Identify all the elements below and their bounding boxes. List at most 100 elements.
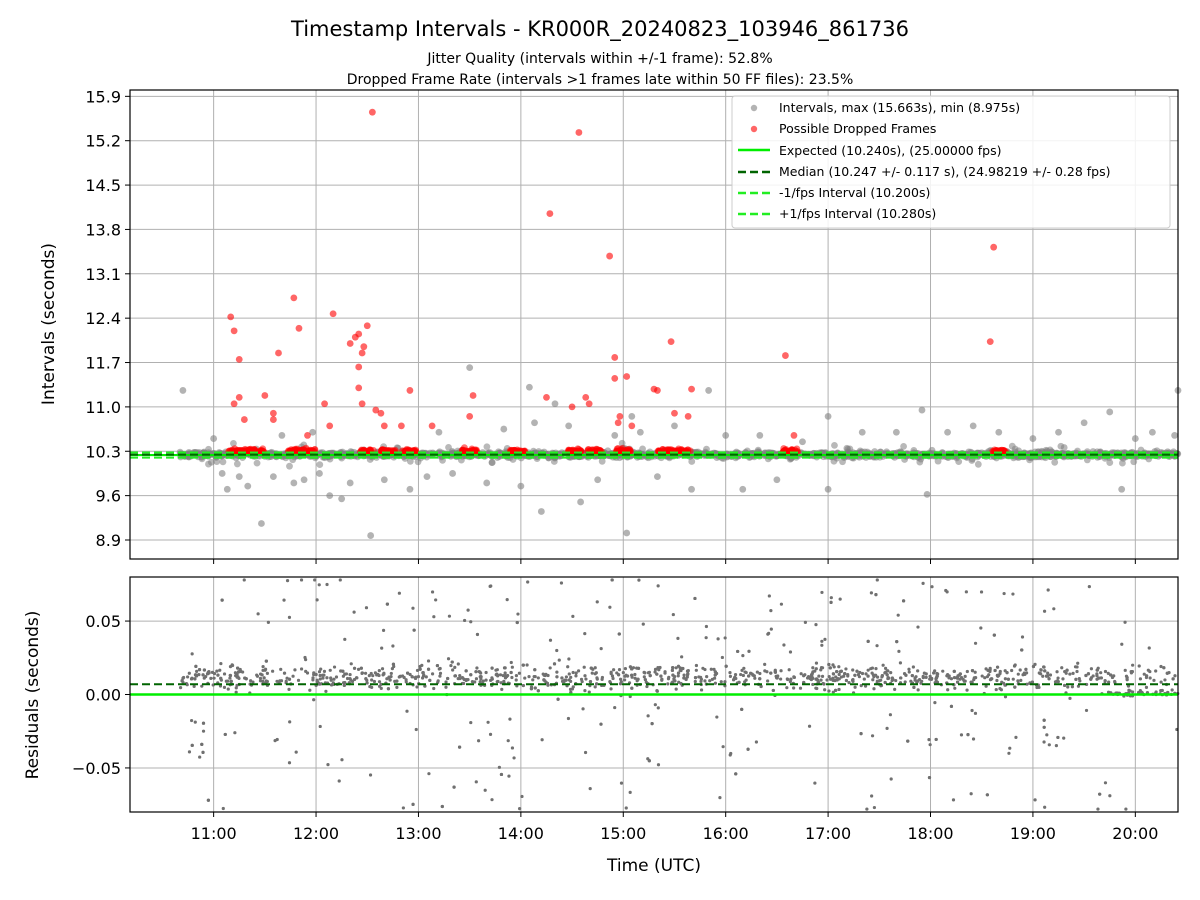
residual-point: [546, 683, 550, 687]
legend-box: [731, 95, 1171, 229]
residual-point: [230, 663, 234, 667]
residual-point: [869, 591, 873, 595]
residual-point: [1125, 675, 1129, 680]
residual-point: [581, 707, 585, 711]
residual-point: [870, 734, 875, 738]
residual-point: [971, 737, 976, 741]
interval-point: [654, 473, 661, 481]
residual-point: [478, 680, 482, 684]
residual-point: [343, 637, 347, 641]
interval-point: [671, 422, 678, 430]
dropped-frame-point: [575, 129, 583, 136]
interval-point: [705, 387, 713, 394]
residual-point: [571, 685, 575, 689]
dropped-frame-point: [568, 403, 576, 411]
residual-point: [723, 636, 727, 640]
interval-point: [824, 412, 832, 420]
residual-point: [1031, 664, 1036, 669]
residual-point: [837, 672, 841, 677]
residual-point: [242, 578, 246, 582]
residual-point: [693, 676, 698, 680]
residual-point: [641, 622, 645, 626]
residual-point: [197, 673, 201, 677]
residual-point: [685, 672, 690, 677]
residual-point: [226, 679, 230, 683]
residual-point: [533, 686, 537, 690]
residual-point: [453, 674, 457, 678]
legend-label-median: Median (10.247 +/- 0.117 s), (24.98219 +…: [779, 164, 1110, 179]
residual-point: [494, 668, 498, 672]
residual-point: [481, 679, 485, 683]
dropped-frame-point: [304, 432, 311, 439]
residual-point: [370, 678, 374, 682]
residual-point: [952, 676, 957, 680]
residual-point: [197, 668, 202, 672]
residual-point: [874, 667, 878, 671]
residual-point: [1073, 665, 1078, 669]
residual-point: [694, 663, 699, 668]
residual-point: [734, 772, 738, 776]
residual-point: [453, 665, 457, 669]
residual-point: [446, 657, 451, 661]
residual-point: [916, 688, 920, 692]
residual-point: [1146, 668, 1150, 672]
residual-point: [1046, 671, 1050, 675]
residual-point: [952, 669, 956, 674]
residual-point: [316, 680, 320, 684]
top-y-tick-label: 8.9: [96, 531, 121, 550]
residual-point: [787, 668, 791, 672]
dropped-frame-point: [275, 349, 282, 357]
residual-point: [389, 671, 393, 676]
residual-point: [193, 677, 197, 681]
residual-point: [864, 672, 868, 676]
residual-point: [260, 673, 264, 677]
residual-point: [355, 676, 359, 680]
interval-point: [218, 470, 226, 477]
residual-point: [543, 673, 547, 678]
residual-point: [552, 662, 557, 666]
dropped-frame-point: [329, 310, 337, 318]
residual-point: [404, 680, 408, 684]
residual-point: [456, 662, 460, 666]
bottom-y-tick-label: 0.05: [85, 612, 121, 631]
dropped-frame-point: [321, 400, 328, 408]
residual-point: [408, 672, 412, 677]
residual-point: [440, 804, 444, 809]
residual-point: [935, 680, 939, 684]
residual-point: [713, 670, 717, 674]
residual-point: [275, 737, 279, 742]
residual-point: [811, 682, 815, 687]
residual-point: [211, 683, 215, 687]
residual-point: [973, 641, 978, 645]
residual-point: [186, 675, 190, 679]
residual-point: [1018, 668, 1022, 672]
residual-point: [1005, 671, 1009, 675]
residual-point: [516, 612, 520, 616]
residual-point: [428, 678, 432, 682]
residual-point: [671, 673, 675, 677]
residual-point: [886, 669, 890, 673]
residual-point: [1055, 670, 1059, 674]
residual-point: [312, 698, 316, 702]
residual-point: [729, 751, 733, 756]
residual-point: [311, 678, 315, 682]
residual-point: [1124, 807, 1128, 811]
interval-point: [934, 457, 942, 465]
residual-point: [574, 671, 578, 675]
residual-point: [469, 720, 473, 725]
residual-point: [395, 679, 399, 683]
residual-point: [969, 792, 973, 796]
residual-point: [391, 662, 396, 666]
residual-point: [509, 660, 513, 665]
residual-point: [724, 664, 728, 668]
residual-point: [1003, 677, 1007, 681]
residual-point: [857, 675, 861, 679]
residual-point: [356, 667, 361, 671]
dropped-frame-point: [616, 412, 624, 420]
residual-point: [416, 674, 421, 679]
residual-point: [611, 676, 615, 681]
residual-point: [847, 681, 851, 685]
residual-point: [337, 779, 341, 783]
residual-point: [385, 677, 389, 681]
residual-point: [389, 674, 393, 679]
